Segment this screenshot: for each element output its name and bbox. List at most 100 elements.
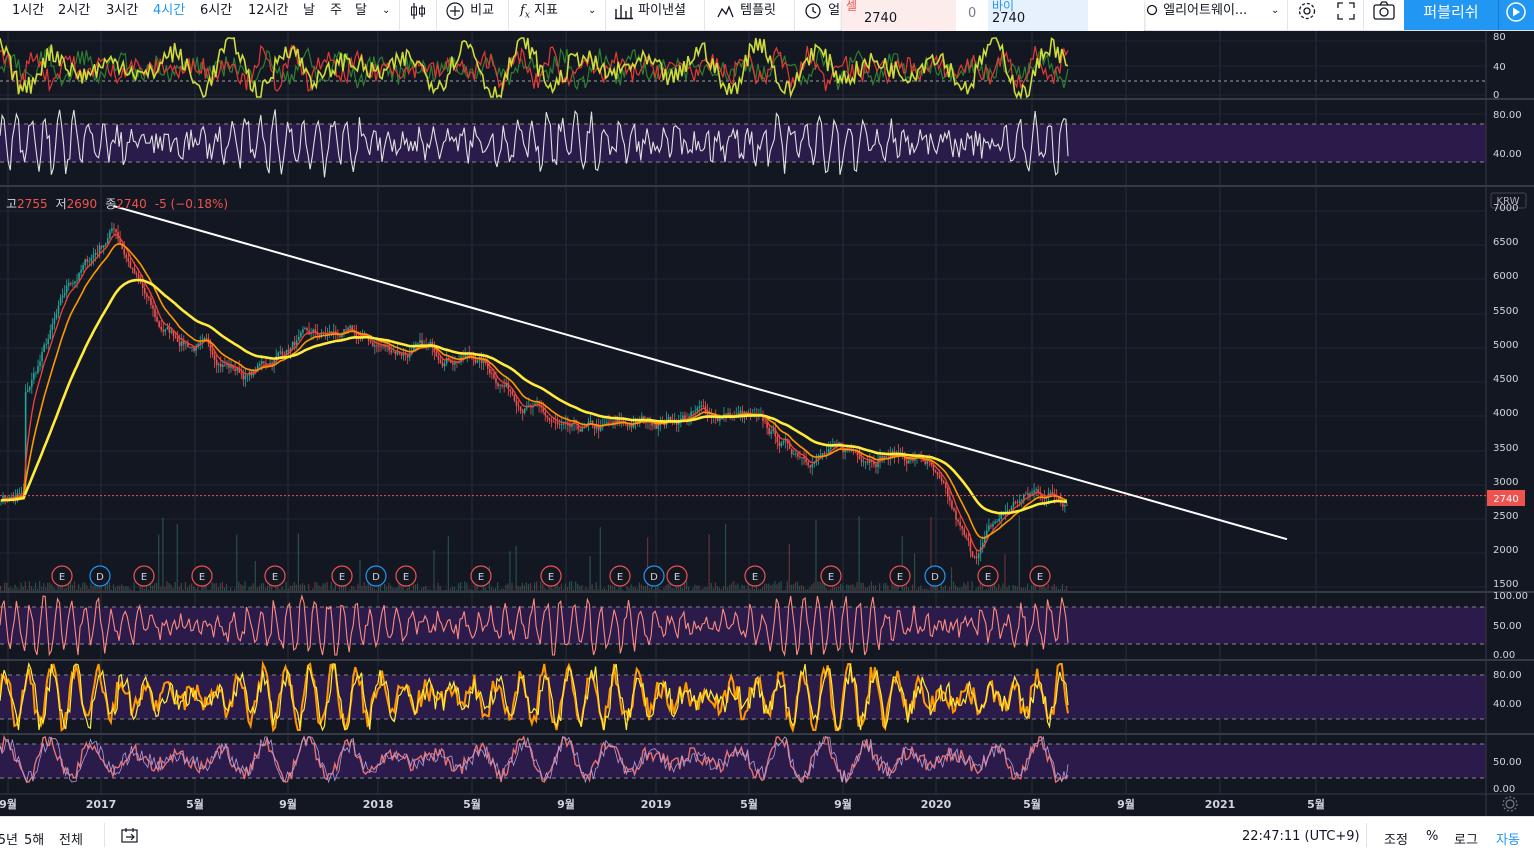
volume-bar (259, 586, 260, 591)
volume-bar (333, 589, 334, 591)
range-5h[interactable]: 5해 (24, 829, 44, 848)
volume-bar (405, 590, 406, 591)
candle-body (561, 424, 563, 425)
candle-type-icon[interactable] (409, 0, 427, 30)
price-tick: 1500 (1493, 579, 1518, 590)
financials-button[interactable]: 파이낸셜 (614, 0, 686, 30)
interval-1h[interactable]: 1시간 (12, 0, 44, 30)
volume-bar (470, 590, 471, 591)
volume-bar (444, 590, 445, 591)
candle-body (861, 459, 863, 462)
volume-bar (257, 588, 258, 591)
volume-bar (509, 551, 510, 591)
price-axis[interactable]: KRW 80 40 0 80.00 40.00 7000 6500 6000 5… (1487, 32, 1528, 795)
candle-body (101, 246, 103, 248)
candle-body (949, 497, 951, 501)
volume-bar (199, 590, 200, 591)
range-all[interactable]: 전체 (59, 829, 83, 848)
sell-button[interactable]: 셀 2740 (842, 0, 956, 33)
candle-body (185, 343, 187, 344)
candle-body (97, 253, 99, 254)
interval-6h[interactable]: 6시간 (200, 0, 232, 30)
volume-bar (277, 587, 278, 591)
volume-bar (536, 582, 537, 591)
volume-bar (485, 588, 486, 591)
volume-bar (665, 585, 666, 591)
volume-bar (949, 587, 950, 591)
candle-body (955, 511, 957, 520)
compare-button[interactable]: 비교 (446, 0, 494, 30)
interval-12h[interactable]: 12시간 (248, 0, 288, 30)
event-marker-label: E (674, 572, 680, 583)
volume-bar (805, 589, 806, 591)
rsi-axis-tick: 80.00 (1493, 110, 1522, 121)
volume-bar (854, 587, 855, 591)
volume-bar (189, 585, 190, 591)
range-5y[interactable]: 5년 (0, 829, 18, 848)
symbol-selector[interactable]: 엘리어트웨이... (1145, 0, 1247, 30)
volume-bar (207, 590, 208, 591)
volume-bar (493, 589, 494, 591)
candle-body (162, 330, 164, 332)
volume-bar (72, 585, 73, 591)
candle-body (218, 364, 220, 365)
auto-scale-toggle[interactable]: 자동 (1496, 829, 1520, 848)
volume-bar (214, 583, 215, 591)
percent-toggle[interactable]: % (1426, 829, 1438, 844)
adjust-toggle[interactable]: 조정 (1384, 829, 1408, 848)
volume-bar (468, 589, 469, 591)
replay-play-icon[interactable] (1498, 0, 1534, 30)
candle-body (41, 352, 43, 361)
candle-body (875, 464, 877, 467)
candle-body (156, 317, 158, 322)
settings-gear-icon[interactable] (1296, 0, 1318, 30)
volume-bar (413, 585, 414, 591)
candle-body (304, 328, 306, 329)
candle-body (107, 238, 109, 243)
interval-2h[interactable]: 2시간 (58, 0, 90, 30)
volume-bar (134, 582, 135, 591)
log-toggle[interactable]: 로그 (1454, 829, 1478, 848)
indicators-dropdown-icon[interactable]: ⌄ (588, 0, 596, 30)
camera-snapshot-icon[interactable] (1372, 0, 1396, 30)
interval-3h[interactable]: 3시간 (106, 0, 138, 30)
interval-4h[interactable]: 4시간 (153, 0, 185, 30)
volume-bar (242, 585, 243, 591)
buy-button[interactable]: 바이 2740 (988, 0, 1088, 33)
candle-body (557, 423, 559, 424)
interval-week[interactable]: 주 (330, 0, 342, 30)
volume-bar (456, 590, 457, 591)
candle-body (47, 339, 49, 344)
fx-icon: fx (520, 3, 530, 18)
volume-bar (743, 586, 744, 591)
volume-bar (183, 590, 184, 591)
indicators-button[interactable]: fx 지표 (520, 0, 558, 30)
fullscreen-icon[interactable] (1336, 0, 1356, 30)
templates-button[interactable]: 템플릿 (716, 0, 776, 30)
interval-dropdown-icon[interactable]: ⌄ (382, 0, 390, 30)
candle-body (1019, 501, 1021, 503)
candle-body (696, 408, 698, 410)
symbol-dropdown-icon[interactable]: ⌄ (1271, 0, 1279, 30)
candle-body (144, 288, 146, 293)
price-tick: 7000 (1493, 203, 1518, 214)
axis-settings-gear-icon[interactable] (1503, 797, 1517, 811)
goto-date-icon[interactable] (120, 827, 140, 849)
volume-bar (762, 587, 763, 591)
candle-body (464, 355, 466, 357)
candle-body (300, 333, 302, 337)
clock-timezone[interactable]: 22:47:11 (UTC+9) (1242, 829, 1360, 844)
candle-body (1023, 494, 1025, 499)
candle-body (349, 326, 351, 328)
volume-bar (780, 581, 781, 591)
interval-month[interactable]: 달 (355, 0, 367, 30)
volume-bar (372, 587, 373, 591)
publish-button[interactable]: 퍼블리쉬 (1404, 0, 1498, 30)
interval-day[interactable]: 날 (303, 0, 315, 30)
alert-button[interactable]: 얼 (802, 0, 840, 30)
volume-bar (374, 589, 375, 591)
volume-bar (610, 585, 611, 591)
candle-body (522, 411, 524, 413)
